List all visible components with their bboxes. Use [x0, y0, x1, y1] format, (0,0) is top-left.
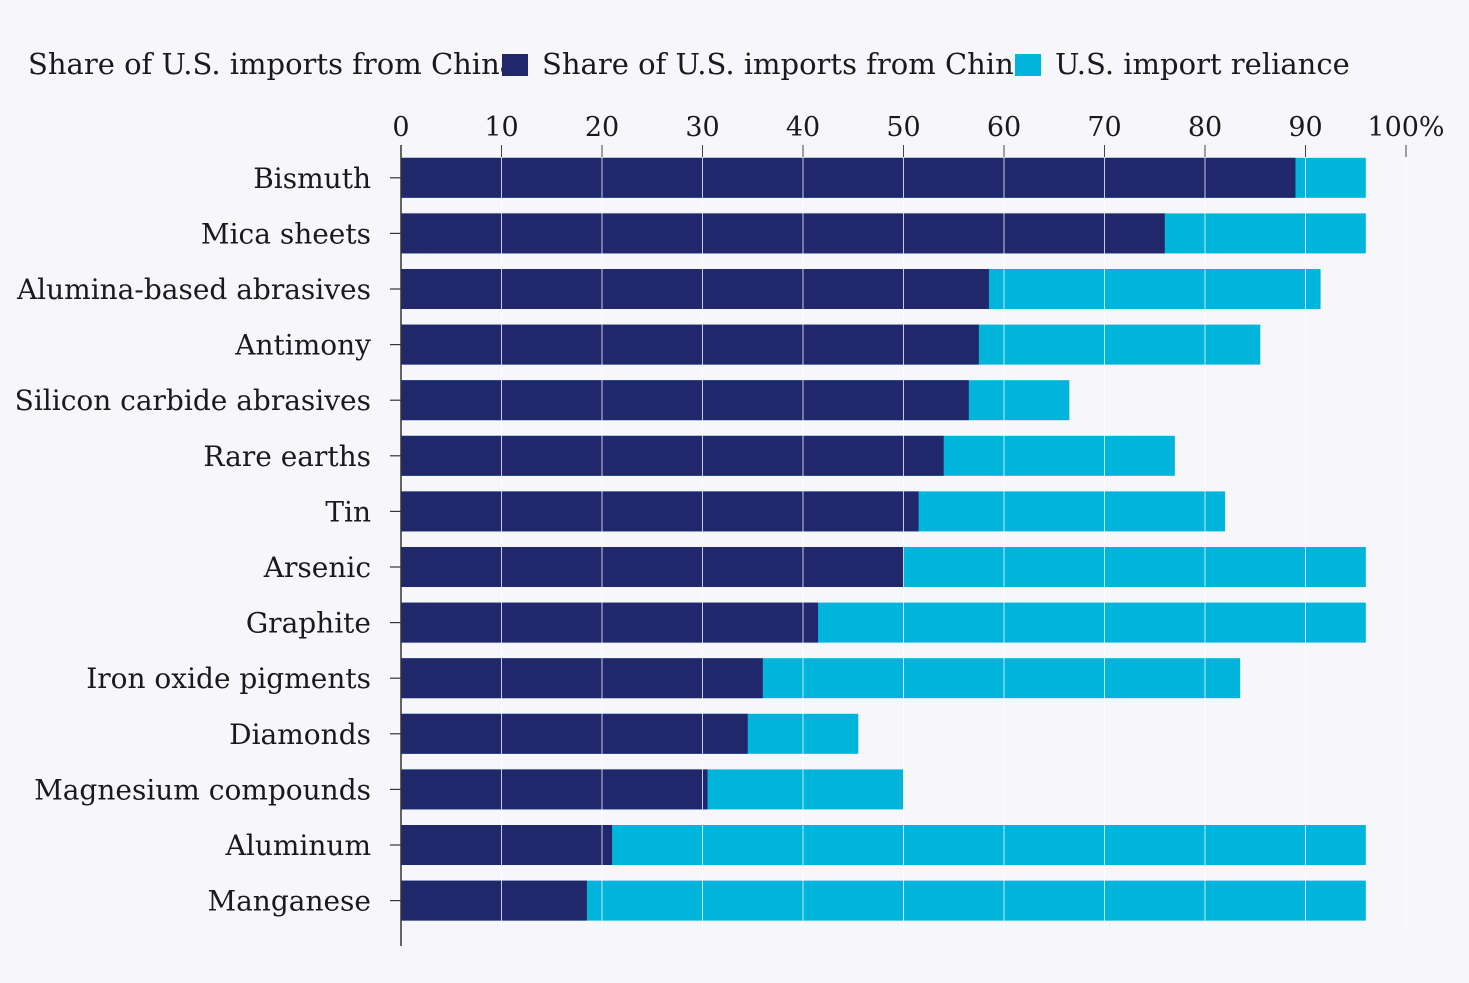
- x-tick-label: 80: [1188, 112, 1222, 143]
- x-tick-label: 10: [484, 112, 518, 143]
- gridlines: [501, 157, 1407, 928]
- legend-swatch-china-share: [502, 54, 528, 76]
- x-tick-label: 70: [1087, 112, 1121, 143]
- category-label: Iron oxide pigments: [86, 662, 371, 695]
- x-tick-label: 40: [786, 112, 820, 143]
- bar-china-share: [401, 880, 587, 921]
- category-label: Mica sheets: [201, 217, 371, 250]
- x-tick-label: 90: [1288, 112, 1322, 143]
- legend-title: Share of U.S. imports from China: [28, 47, 517, 81]
- category-label: Diamonds: [229, 718, 371, 751]
- category-label: Aluminum: [225, 829, 371, 862]
- x-axis: 0 10 20 30 40 50 60 70 80 90 100%: [392, 112, 1445, 157]
- bar-china-share: [401, 491, 919, 532]
- bar-china-share: [401, 324, 979, 365]
- x-tick-label: 0: [392, 112, 409, 143]
- bar-china-share: [401, 602, 819, 643]
- x-tick-label: 60: [987, 112, 1021, 143]
- category-label: Tin: [325, 495, 371, 528]
- x-tick-label: 50: [886, 112, 920, 143]
- category-label: Magnesium compounds: [34, 773, 371, 806]
- category-label: Manganese: [207, 885, 371, 918]
- bar-china-share: [401, 269, 989, 309]
- x-tick-label: 100%: [1367, 112, 1444, 143]
- x-tick-label: 30: [685, 112, 719, 143]
- x-tick-label: 20: [585, 112, 619, 143]
- bar-china-share: [401, 213, 1165, 254]
- category-label: Antimony: [234, 329, 371, 362]
- bar-china-share: [401, 157, 1296, 198]
- bar-china-share: [401, 825, 613, 865]
- category-label: Rare earths: [203, 440, 371, 473]
- bar-china-share: [401, 713, 748, 754]
- category-label: Bismuth: [253, 162, 371, 195]
- bar-china-share: [401, 658, 763, 699]
- category-label: Silicon carbide abrasives: [15, 384, 371, 417]
- legend-label-china-share: Share of U.S. imports from China: [542, 47, 1031, 81]
- bars: [401, 157, 1366, 921]
- category-label: Arsenic: [263, 551, 371, 584]
- legend-label-import-reliance: U.S. import reliance: [1055, 47, 1350, 81]
- legend-swatch-import-reliance: [1015, 54, 1041, 76]
- y-axis: Bismuth Mica sheets Alumina-based abrasive…: [15, 145, 402, 946]
- category-label: Alumina-based abrasives: [16, 273, 371, 306]
- bar-china-share: [401, 435, 944, 476]
- legend: Share of U.S. imports from China Share o…: [28, 47, 1350, 81]
- bar-china-share: [401, 769, 708, 810]
- bar-china-share: [401, 547, 904, 587]
- category-label: Graphite: [246, 607, 371, 640]
- bar-china-share: [401, 380, 969, 421]
